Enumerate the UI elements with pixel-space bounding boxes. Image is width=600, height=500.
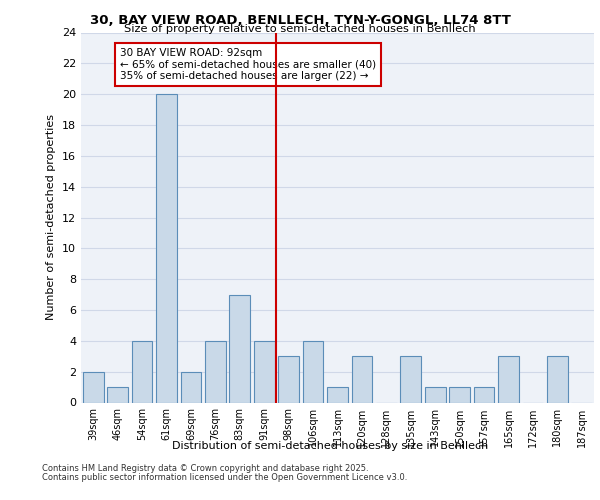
Bar <box>352 356 373 403</box>
Text: 30 BAY VIEW ROAD: 92sqm
← 65% of semi-detached houses are smaller (40)
35% of se: 30 BAY VIEW ROAD: 92sqm ← 65% of semi-de… <box>120 48 376 81</box>
Bar <box>83 372 104 402</box>
Bar <box>449 387 470 402</box>
Bar <box>547 356 568 403</box>
Bar <box>498 356 519 403</box>
Bar <box>327 387 348 402</box>
Bar <box>278 356 299 403</box>
Text: 30, BAY VIEW ROAD, BENLLECH, TYN-Y-GONGL, LL74 8TT: 30, BAY VIEW ROAD, BENLLECH, TYN-Y-GONGL… <box>89 14 511 27</box>
Bar <box>181 372 202 402</box>
Text: Distribution of semi-detached houses by size in Benllech: Distribution of semi-detached houses by … <box>172 441 488 451</box>
Bar <box>229 294 250 403</box>
Bar <box>156 94 177 402</box>
Bar <box>473 387 494 402</box>
Y-axis label: Number of semi-detached properties: Number of semi-detached properties <box>46 114 56 320</box>
Text: Contains HM Land Registry data © Crown copyright and database right 2025.: Contains HM Land Registry data © Crown c… <box>42 464 368 473</box>
Bar <box>254 341 275 402</box>
Text: Contains public sector information licensed under the Open Government Licence v3: Contains public sector information licen… <box>42 472 407 482</box>
Bar <box>205 341 226 402</box>
Bar <box>425 387 446 402</box>
Bar <box>400 356 421 403</box>
Bar <box>302 341 323 402</box>
Bar <box>107 387 128 402</box>
Bar <box>131 341 152 402</box>
Text: Size of property relative to semi-detached houses in Benllech: Size of property relative to semi-detach… <box>124 24 476 34</box>
